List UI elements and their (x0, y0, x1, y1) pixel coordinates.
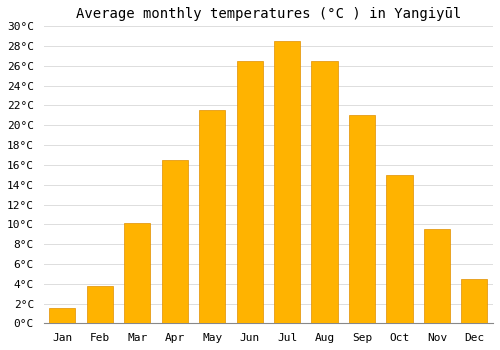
Bar (274, 41, 300, 323)
Bar (236, 61, 262, 323)
Bar (50, 308, 76, 323)
Bar (349, 116, 375, 323)
Title: Average monthly temperatures (°C ) in Yangiyūl: Average monthly temperatures (°C ) in Ya… (76, 7, 461, 21)
Bar (424, 229, 450, 323)
Bar (86, 286, 113, 323)
Bar (124, 223, 150, 323)
Bar (461, 279, 487, 323)
Bar (386, 175, 412, 323)
Bar (312, 61, 338, 323)
Bar (199, 111, 226, 323)
Bar (162, 160, 188, 323)
